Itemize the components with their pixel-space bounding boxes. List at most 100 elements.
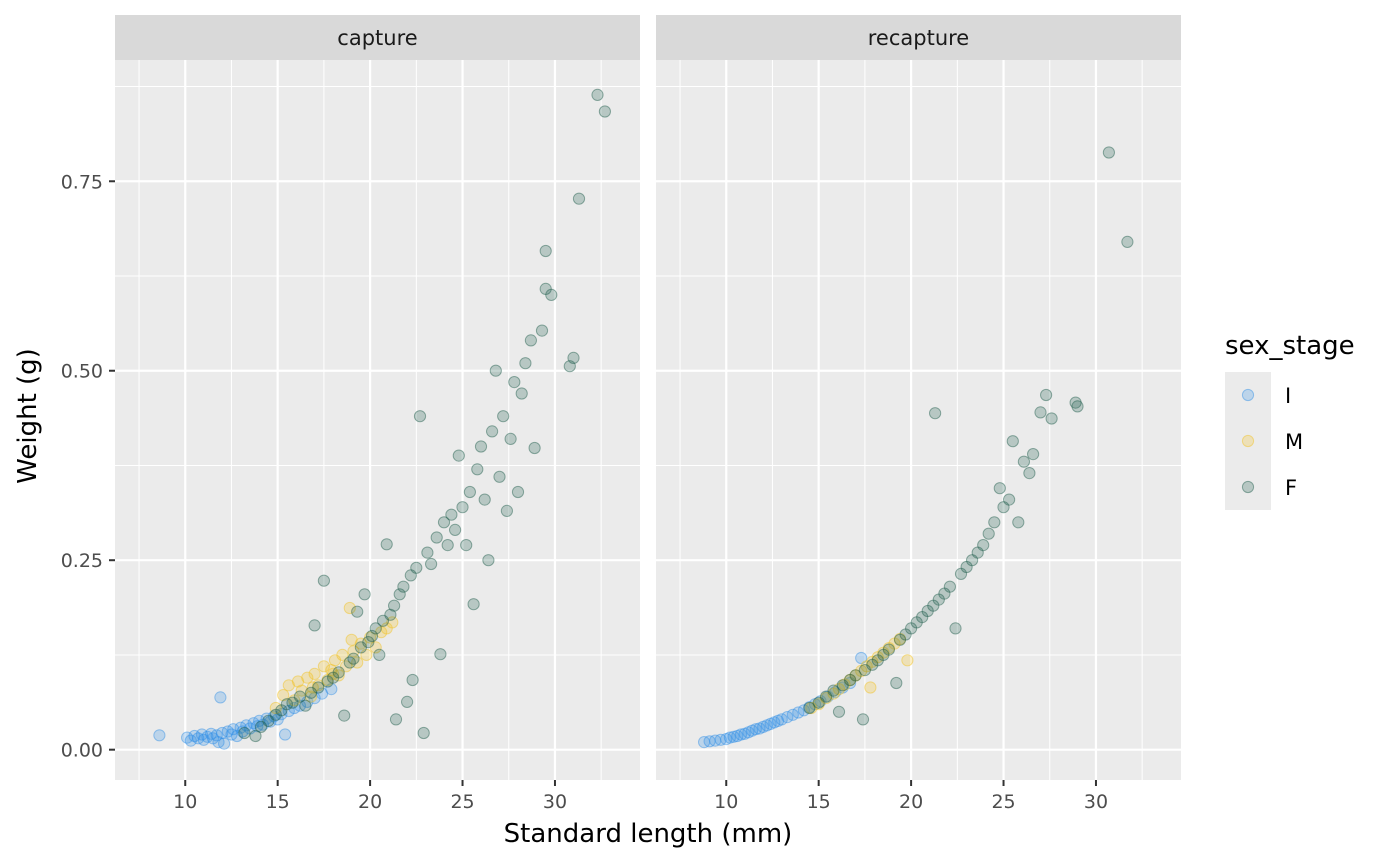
data-point-M [860,660,873,673]
data-point-F [1071,400,1084,413]
data-point-F [474,440,488,453]
data-point-I [760,719,774,732]
data-point-I [293,699,306,712]
data-point-F [452,449,465,462]
data-point-F [890,676,903,690]
data-point-I [214,691,227,704]
data-point-F [430,531,443,544]
data-point-F [463,485,476,499]
data-point-F [249,729,262,743]
legend-symbol-M [1241,434,1255,448]
panel-recapture: recapture 10 15 20 25 30 [656,15,1181,813]
data-point-F [812,696,825,709]
data-point-F [528,441,541,455]
data-point-F [539,282,552,295]
data-point-M [291,675,305,688]
legend-label-F: F [1285,476,1297,500]
data-point-I [212,736,225,749]
data-point-M [327,667,340,681]
data-point-I [301,695,314,709]
data-point-I [308,692,321,705]
data-point-M [304,690,318,703]
data-point-F [456,501,469,514]
data-point-F [1045,412,1058,425]
data-point-F [877,648,890,662]
data-point-F [882,643,896,656]
data-point-F [388,599,401,612]
data-point-M [827,687,840,700]
data-point-M [386,616,399,629]
data-point-F [437,516,451,529]
data-point-M [301,671,314,684]
data-point-I [240,719,253,732]
data-point-F [997,501,1010,514]
data-point-M [295,684,308,697]
data-point-I [315,687,329,700]
data-point-I [267,710,281,723]
data-point-F [899,628,912,641]
data-point-M [855,664,868,678]
data-point-M [282,679,295,692]
data-point-F [820,690,833,703]
data-point-I [734,728,748,741]
data-point-I [247,717,260,730]
data-point-M [269,701,282,715]
x-tick-label: 10 [173,791,197,813]
data-point-F [905,622,918,635]
data-point-M [347,645,360,658]
data-point-F [836,679,849,692]
data-point-F [539,244,552,258]
data-point-F [362,636,375,649]
x-tick-label: 20 [358,791,382,813]
data-point-F [1017,455,1031,468]
data-point-I [738,727,751,740]
y-tick-label: 0.00 [61,740,103,762]
data-point-I [749,723,762,736]
data-point-M [354,637,367,650]
data-point-I [279,728,292,741]
data-point-F [351,605,364,618]
data-point-M [308,667,321,681]
data-point-F [421,546,434,559]
data-point-F [397,580,410,593]
data-point-M [849,669,862,682]
facet-strip [115,15,640,60]
data-point-F [482,554,495,567]
y-tick-label: 0.75 [61,171,103,193]
data-point-F [389,713,403,726]
data-point-I [808,698,822,711]
data-point-F [308,619,321,632]
data-point-F [524,334,538,347]
data-point-F [393,588,406,601]
data-point-I [264,715,277,728]
panel-background [656,60,1181,780]
legend: sex_stage IMF [1225,331,1355,510]
data-point-I [786,708,799,721]
data-point-F [511,485,525,499]
data-point-F [347,652,360,665]
data-point-F [598,105,612,118]
data-point-I [746,724,759,737]
data-point-I [230,729,244,743]
data-point-I [192,732,205,745]
panel-background [115,60,640,780]
data-point-F [500,504,513,517]
data-point-M [345,633,358,646]
data-point-I [256,718,269,731]
data-point-F [365,629,379,643]
data-point-M [343,601,356,615]
data-point-F [304,686,318,699]
data-point-F [508,376,521,389]
data-point-M [312,679,325,692]
legend-label-M: M [1285,430,1303,454]
data-point-M [844,673,857,687]
data-point-F [938,587,951,600]
data-point-F [849,669,862,682]
data-point-I [197,733,210,746]
data-point-F [1027,448,1040,461]
data-point-F [262,714,275,728]
data-point-I [836,681,849,694]
data-point-I [325,683,338,696]
data-point-I [275,708,288,721]
